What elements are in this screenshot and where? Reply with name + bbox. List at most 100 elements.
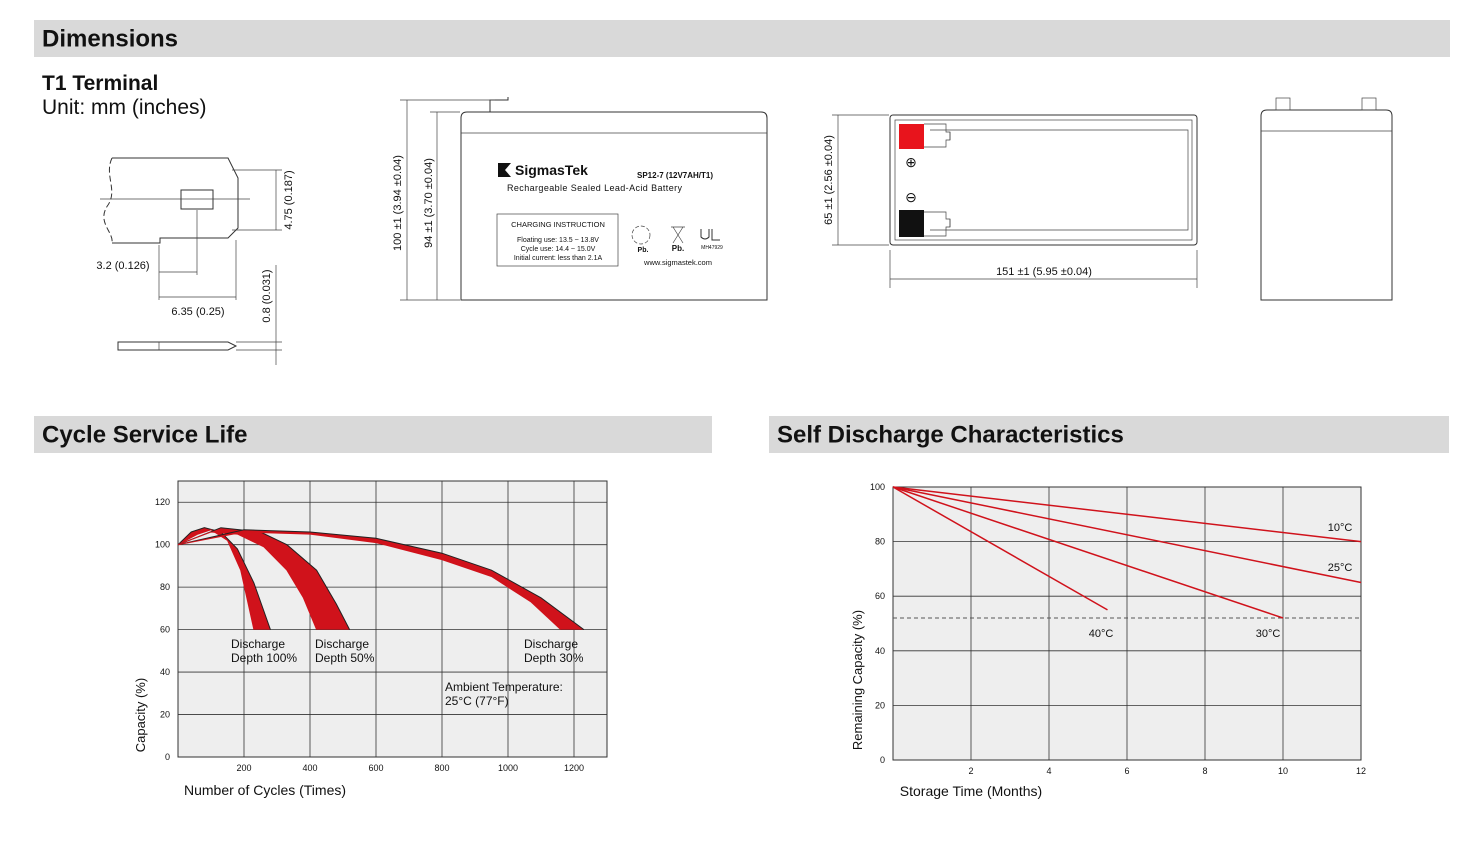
x-tick-label: 1000 [498,763,518,773]
battery-side [1260,109,1393,301]
band-area [178,527,271,630]
x-tick-label: 12 [1356,766,1366,776]
y-tick-label: 0 [165,752,170,762]
mark: Pb. [638,247,649,254]
series-line [892,486,1362,584]
front-view: 100 ±1 (3.94 ±0.04) 94 ±1 (3.70 ±0.04) S… [392,97,768,301]
band-lower [177,531,318,630]
recycle-icon [631,225,651,245]
y-tick-label: 100 [155,540,170,550]
dim-label: 100 ±1 (3.94 ±0.04) [392,155,404,251]
unit: Unit: mm (inches) [42,96,207,119]
website: www.sigmastek.com [643,258,712,267]
dim-label: 4.75 (0.187) [283,170,295,229]
chart-title: Cycle Service Life [42,421,247,448]
x-tick-label: 400 [302,763,317,773]
band-upper [177,529,585,631]
y-tick-label: 60 [875,591,885,601]
dim-label: 6.35 (0.25) [171,306,224,318]
dim-label: 3.2 (0.126) [96,260,149,272]
terminal [1361,97,1377,111]
annotation: 25°C (77°F) [445,694,509,708]
mark: MH47929 [701,245,723,251]
series-label: 25°C [1328,562,1353,574]
series-line [892,486,1284,619]
instruction: Cycle use: 14.4 ~ 15.0V [521,246,596,253]
y-tick-label: 40 [875,646,885,656]
x-tick-label: 10 [1278,766,1288,776]
terminal [489,97,509,112]
y-tick-label: 100 [870,482,885,492]
x-tick-label: 1200 [564,763,584,773]
y-tick-label: 60 [160,625,170,635]
annotation: Ambient Temperature: [445,680,563,694]
instruction-title: CHARGING INSTRUCTION [511,220,605,229]
y-tick-label: 40 [160,667,170,677]
dim-label: 94 ±1 (3.70 ±0.04) [423,158,435,248]
series-line [892,486,1362,543]
band-lower [177,531,562,630]
annotation: Depth 30% [524,651,584,665]
y-tick-label: 20 [160,710,170,720]
x-tick-label: 600 [368,763,383,773]
terminal [1275,97,1291,111]
label-area [930,129,1189,231]
terminal-drawing: 4.75 (0.187) 3.2 (0.126) 6.35 (0.25) 0.8… [96,157,295,365]
annotation: Discharge [315,637,369,651]
brand-logo [498,163,511,177]
x-axis-title: Storage Time (Months) [900,783,1042,799]
y-axis-title: Remaining Capacity (%) [850,610,865,750]
x-tick-label: 4 [1046,766,1051,776]
negative-terminal [899,210,924,237]
plot-area [177,480,608,758]
section-bar [34,416,712,453]
x-tick-label: 8 [1202,766,1207,776]
instruction: Initial current: less than 2.1A [514,255,603,262]
y-tick-label: 20 [875,700,885,710]
side-view [1260,97,1393,301]
annotation: Discharge [231,637,285,651]
x-tick-label: 2 [968,766,973,776]
band-upper [177,527,351,630]
polarity: ⊕ [905,154,917,170]
y-tick-label: 120 [155,497,170,507]
annotation: Depth 50% [315,651,375,665]
battery-top-inner [894,119,1193,241]
bin-icon [671,226,685,244]
terminal-outline [112,157,239,244]
instruction: Floating use: 13.5 ~ 13.8V [517,237,599,244]
series-label: 10°C [1328,522,1353,534]
break-line [103,157,113,244]
band-area [178,529,584,630]
series-label: 40°C [1089,628,1114,640]
battery-body [460,111,768,301]
positive-terminal [899,124,924,149]
x-tick-label: 200 [236,763,251,773]
terminal-hole [180,189,214,210]
x-tick-label: 6 [1124,766,1129,776]
annotation: Discharge [524,637,578,651]
section-bar [769,416,1449,453]
polarity: ⊖ [905,189,917,205]
instruction-box [496,213,619,267]
y-tick-label: 80 [160,582,170,592]
x-tick-label: 800 [434,763,449,773]
terminal-outline [924,123,951,148]
mark: Pb. [672,244,684,253]
section-bar [34,20,1450,57]
series-line [892,486,1108,611]
y-tick-label: 0 [880,755,885,765]
battery-top [889,114,1198,246]
dim-label: 65 ±1 (2.56 ±0.04) [823,135,835,225]
chart-title: Self Discharge Characteristics [777,421,1124,448]
model: SP12-7 (12V7AH/T1) [637,171,713,180]
x-axis-title: Number of Cycles (Times) [184,782,346,798]
ul-icon [700,229,720,241]
terminal-title: T1 Terminal [42,72,158,95]
series-label: 30°C [1256,628,1281,640]
y-axis-title: Capacity (%) [133,678,148,752]
y-tick-label: 80 [875,537,885,547]
terminal-outline [924,211,951,237]
battery-subtitle: Rechargeable Sealed Lead-Acid Battery [507,183,683,193]
